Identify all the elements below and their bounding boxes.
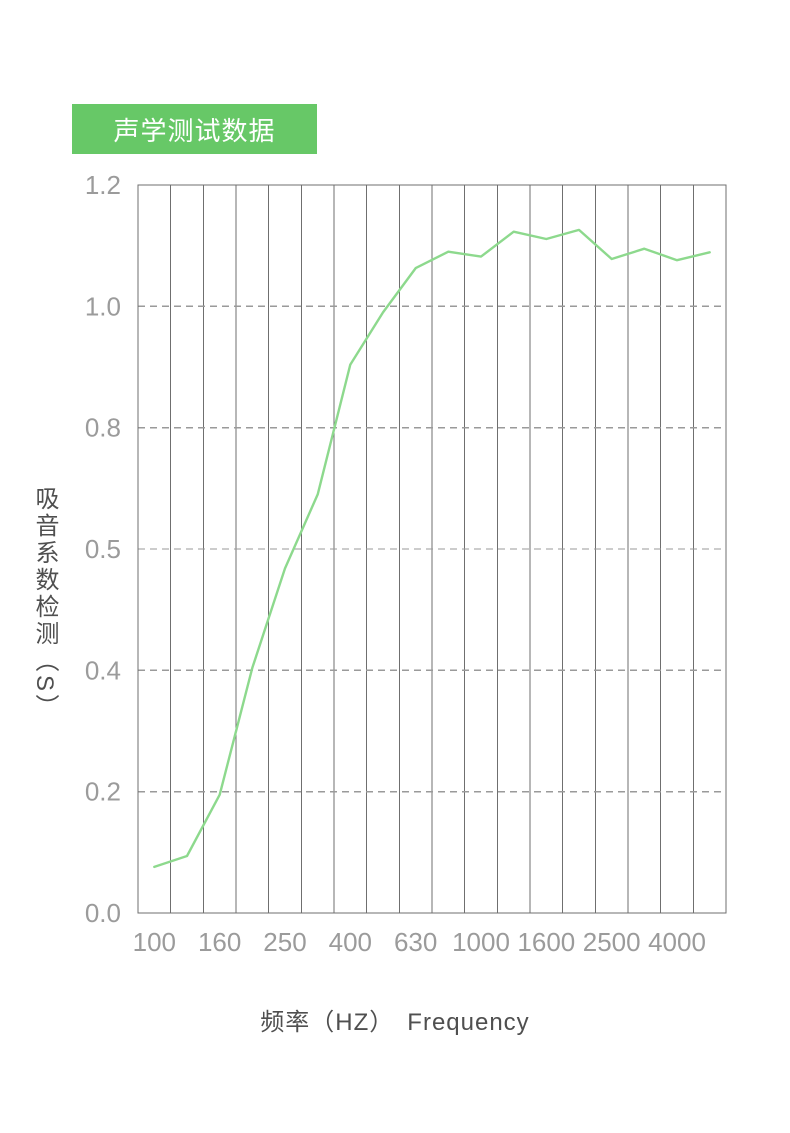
y-tick-label: 1.0 xyxy=(85,291,121,321)
x-tick-label: 250 xyxy=(263,927,306,957)
x-tick-label: 1600 xyxy=(517,927,575,957)
plot-border xyxy=(137,184,727,914)
y-tick-label: 0.5 xyxy=(85,534,121,564)
x-tick-label: 1000 xyxy=(452,927,510,957)
chart-title: 声学测试数据 xyxy=(113,115,276,146)
x-tick-label: 2500 xyxy=(583,927,641,957)
y-tick-label: 0.8 xyxy=(85,413,121,443)
chart-title-badge: 声学测试数据 xyxy=(72,104,317,154)
x-tick-label: 4000 xyxy=(648,927,706,957)
x-tick-label: 100 xyxy=(133,927,176,957)
y-tick-label: 0.0 xyxy=(85,898,121,928)
y-axis-title: 吸音系数检测（S） xyxy=(31,486,58,722)
x-tick-label: 630 xyxy=(394,927,437,957)
y-tick-label: 0.4 xyxy=(85,655,121,685)
y-tick-label: 0.2 xyxy=(85,777,121,807)
x-tick-label: 400 xyxy=(329,927,372,957)
x-axis-title: 频率（HZ） Frequency xyxy=(260,1009,530,1036)
y-tick-label: 1.2 xyxy=(85,170,121,200)
absorption-series-line xyxy=(153,228,711,869)
x-tick-label: 160 xyxy=(198,927,241,957)
